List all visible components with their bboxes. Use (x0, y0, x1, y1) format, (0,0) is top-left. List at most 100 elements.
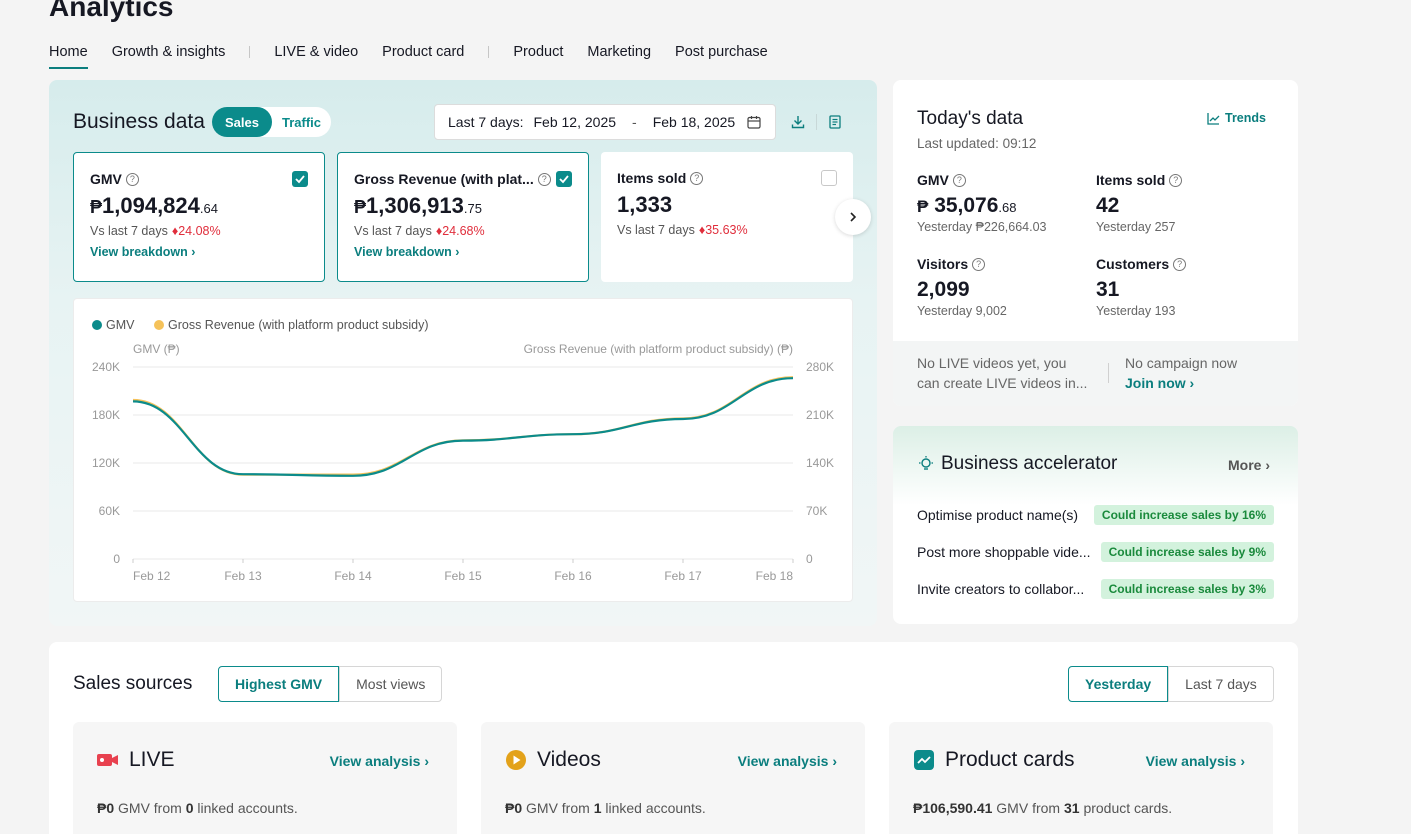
accelerator-item[interactable]: Post more shoppable vide... Could increas… (917, 542, 1274, 562)
page-title: Analytics (49, 0, 174, 22)
sales-toggle-button[interactable]: Sales (212, 107, 272, 137)
left-tick-label: 120K (92, 456, 120, 470)
report-icon[interactable] (821, 108, 849, 136)
nav-divider (488, 46, 490, 58)
lightbulb-icon (919, 456, 933, 470)
right-axis-label: Gross Revenue (with platform product sub… (524, 342, 793, 356)
tab-home[interactable]: Home (49, 43, 88, 69)
date-range-prefix: Last 7 days: (448, 114, 524, 130)
x-tick-label: Feb 18 (756, 569, 794, 583)
left-tick-label: 60K (99, 504, 120, 518)
help-icon[interactable]: ? (537, 172, 551, 186)
live-camera-icon (97, 754, 118, 766)
last-7-days-button[interactable]: Last 7 days (1168, 666, 1274, 702)
highest-gmv-button[interactable]: Highest GMV (218, 666, 340, 702)
left-axis-label: GMV (₱) (133, 342, 180, 356)
today-metric-items-sold: Items sold? 42 Yesterday 257 (1096, 172, 1266, 234)
toolbar-divider (816, 114, 817, 130)
main-nav: Home Growth & insights LIVE & video Prod… (49, 43, 792, 69)
source-card-product-cards: Product cards View analysis › ₱106,590.4… (889, 722, 1273, 834)
sales-traffic-toggle: Sales Traffic (212, 107, 331, 137)
metric-checkbox[interactable] (556, 171, 572, 187)
sales-sources-title: Sales sources (73, 673, 193, 694)
right-tick-label: 140K (806, 456, 834, 470)
yesterday-button[interactable]: Yesterday (1068, 666, 1169, 702)
series-line-gross-revenue (132, 376, 794, 476)
tab-product-card[interactable]: Product card (382, 44, 465, 60)
todays-data-panel: Today's data Last updated: 09:12 Trends … (893, 80, 1298, 406)
metric-card-items-sold[interactable]: Items sold? 1,333 Vs last 7 days ♦35.63% (601, 152, 853, 282)
currency-symbol: ₱ (90, 197, 103, 217)
right-tick-label: 70K (806, 504, 827, 518)
metric-checkbox[interactable] (292, 171, 308, 187)
help-icon[interactable]: ? (125, 172, 139, 186)
more-link[interactable]: More › (1227, 457, 1270, 473)
date-separator: - (632, 114, 637, 130)
date-range-picker[interactable]: Last 7 days: Feb 12, 2025 - Feb 18, 2025 (434, 104, 776, 140)
left-tick-label: 240K (92, 360, 120, 374)
line-chart: GMV Gross Revenue (with platform product … (73, 298, 853, 602)
right-tick-label: 280K (806, 360, 834, 374)
legend-marker (92, 320, 102, 330)
sort-toggle: Highest GMV Most views (218, 666, 443, 702)
metric-value: 1,306,913 (366, 193, 464, 218)
last-updated: Last updated: 09:12 (917, 136, 1037, 151)
metric-card-gross-revenue[interactable]: Gross Revenue (with plat...? ₱1,306,913.… (337, 152, 589, 282)
metric-change: 35.63% (705, 223, 748, 237)
accelerator-item[interactable]: Invite creators to collabor... Could incr… (917, 579, 1274, 599)
source-card-videos: Videos View analysis › ₱0 GMV from 1 lin… (481, 722, 865, 834)
calendar-icon (747, 115, 761, 129)
right-tick-label: 210K (806, 408, 834, 422)
metric-vs-label: Vs last 7 days (354, 224, 432, 238)
increase-badge: Could increase sales by 16% (1093, 505, 1274, 525)
metric-checkbox[interactable] (821, 170, 837, 186)
view-breakdown-link[interactable]: View breakdown › (354, 245, 460, 259)
tab-live-video[interactable]: LIVE & video (274, 44, 359, 60)
series-line-gmv (132, 377, 794, 477)
x-tick-label: Feb 14 (334, 569, 372, 583)
help-icon[interactable]: ? (952, 173, 966, 187)
tab-product[interactable]: Product (513, 44, 564, 60)
date-start: Feb 12, 2025 (533, 114, 617, 130)
period-toggle: Yesterday Last 7 days (1068, 666, 1274, 702)
today-metric-gmv: GMV? ₱ 35,076.68 Yesterday ₱226,664.03 (917, 172, 1047, 234)
most-views-button[interactable]: Most views (339, 666, 443, 702)
chevron-right-icon (850, 212, 857, 222)
todays-data-title: Today's data (917, 108, 1024, 129)
view-analysis-link[interactable]: View analysis › (1145, 753, 1245, 769)
metric-label: Gross Revenue (with plat... (354, 171, 534, 187)
metric-change: 24.08% (178, 224, 221, 238)
help-icon[interactable]: ? (1173, 257, 1187, 271)
legend-label: Gross Revenue (with platform product sub… (168, 318, 429, 332)
view-analysis-link[interactable]: View analysis › (329, 753, 429, 769)
business-data-title: Business data (73, 110, 205, 133)
help-icon[interactable]: ? (690, 171, 704, 185)
traffic-toggle-button[interactable]: Traffic (281, 114, 321, 130)
view-analysis-link[interactable]: View analysis › (737, 753, 837, 769)
metric-cents: .75 (463, 201, 482, 216)
help-icon[interactable]: ? (972, 257, 986, 271)
today-metric-visitors: Visitors? 2,099 Yesterday 9,002 (917, 256, 1007, 318)
tab-post-purchase[interactable]: Post purchase (675, 44, 768, 60)
view-breakdown-link[interactable]: View breakdown › (90, 245, 196, 259)
tab-marketing[interactable]: Marketing (587, 44, 652, 60)
legend-label: GMV (106, 318, 135, 332)
tab-growth-insights[interactable]: Growth & insights (111, 44, 226, 60)
download-icon[interactable] (784, 108, 812, 136)
metric-label: GMV (90, 171, 122, 187)
metric-card-gmv[interactable]: GMV? ₱1,094,824.64 Vs last 7 days ♦24.08%… (73, 152, 325, 282)
metric-value: 1,333 (617, 192, 673, 217)
date-end: Feb 18, 2025 (652, 114, 736, 130)
x-tick-label: Feb 13 (224, 569, 262, 583)
trends-link[interactable]: Trends (1207, 111, 1266, 125)
help-icon[interactable]: ? (1169, 173, 1183, 187)
source-card-live: LIVE View analysis › ₱0 GMV from 0 linke… (73, 722, 457, 834)
accelerator-item[interactable]: Optimise product name(s) Could increase s… (917, 505, 1274, 525)
metric-change: 24.68% (442, 224, 485, 238)
metric-value: 1,094,824 (102, 193, 200, 218)
today-metric-customers: Customers? 31 Yesterday 193 (1096, 256, 1266, 318)
join-now-link[interactable]: Join now › (1125, 375, 1195, 391)
footer-divider (1108, 363, 1109, 383)
next-arrow-button[interactable] (835, 199, 871, 235)
x-tick-label: Feb 16 (554, 569, 592, 583)
